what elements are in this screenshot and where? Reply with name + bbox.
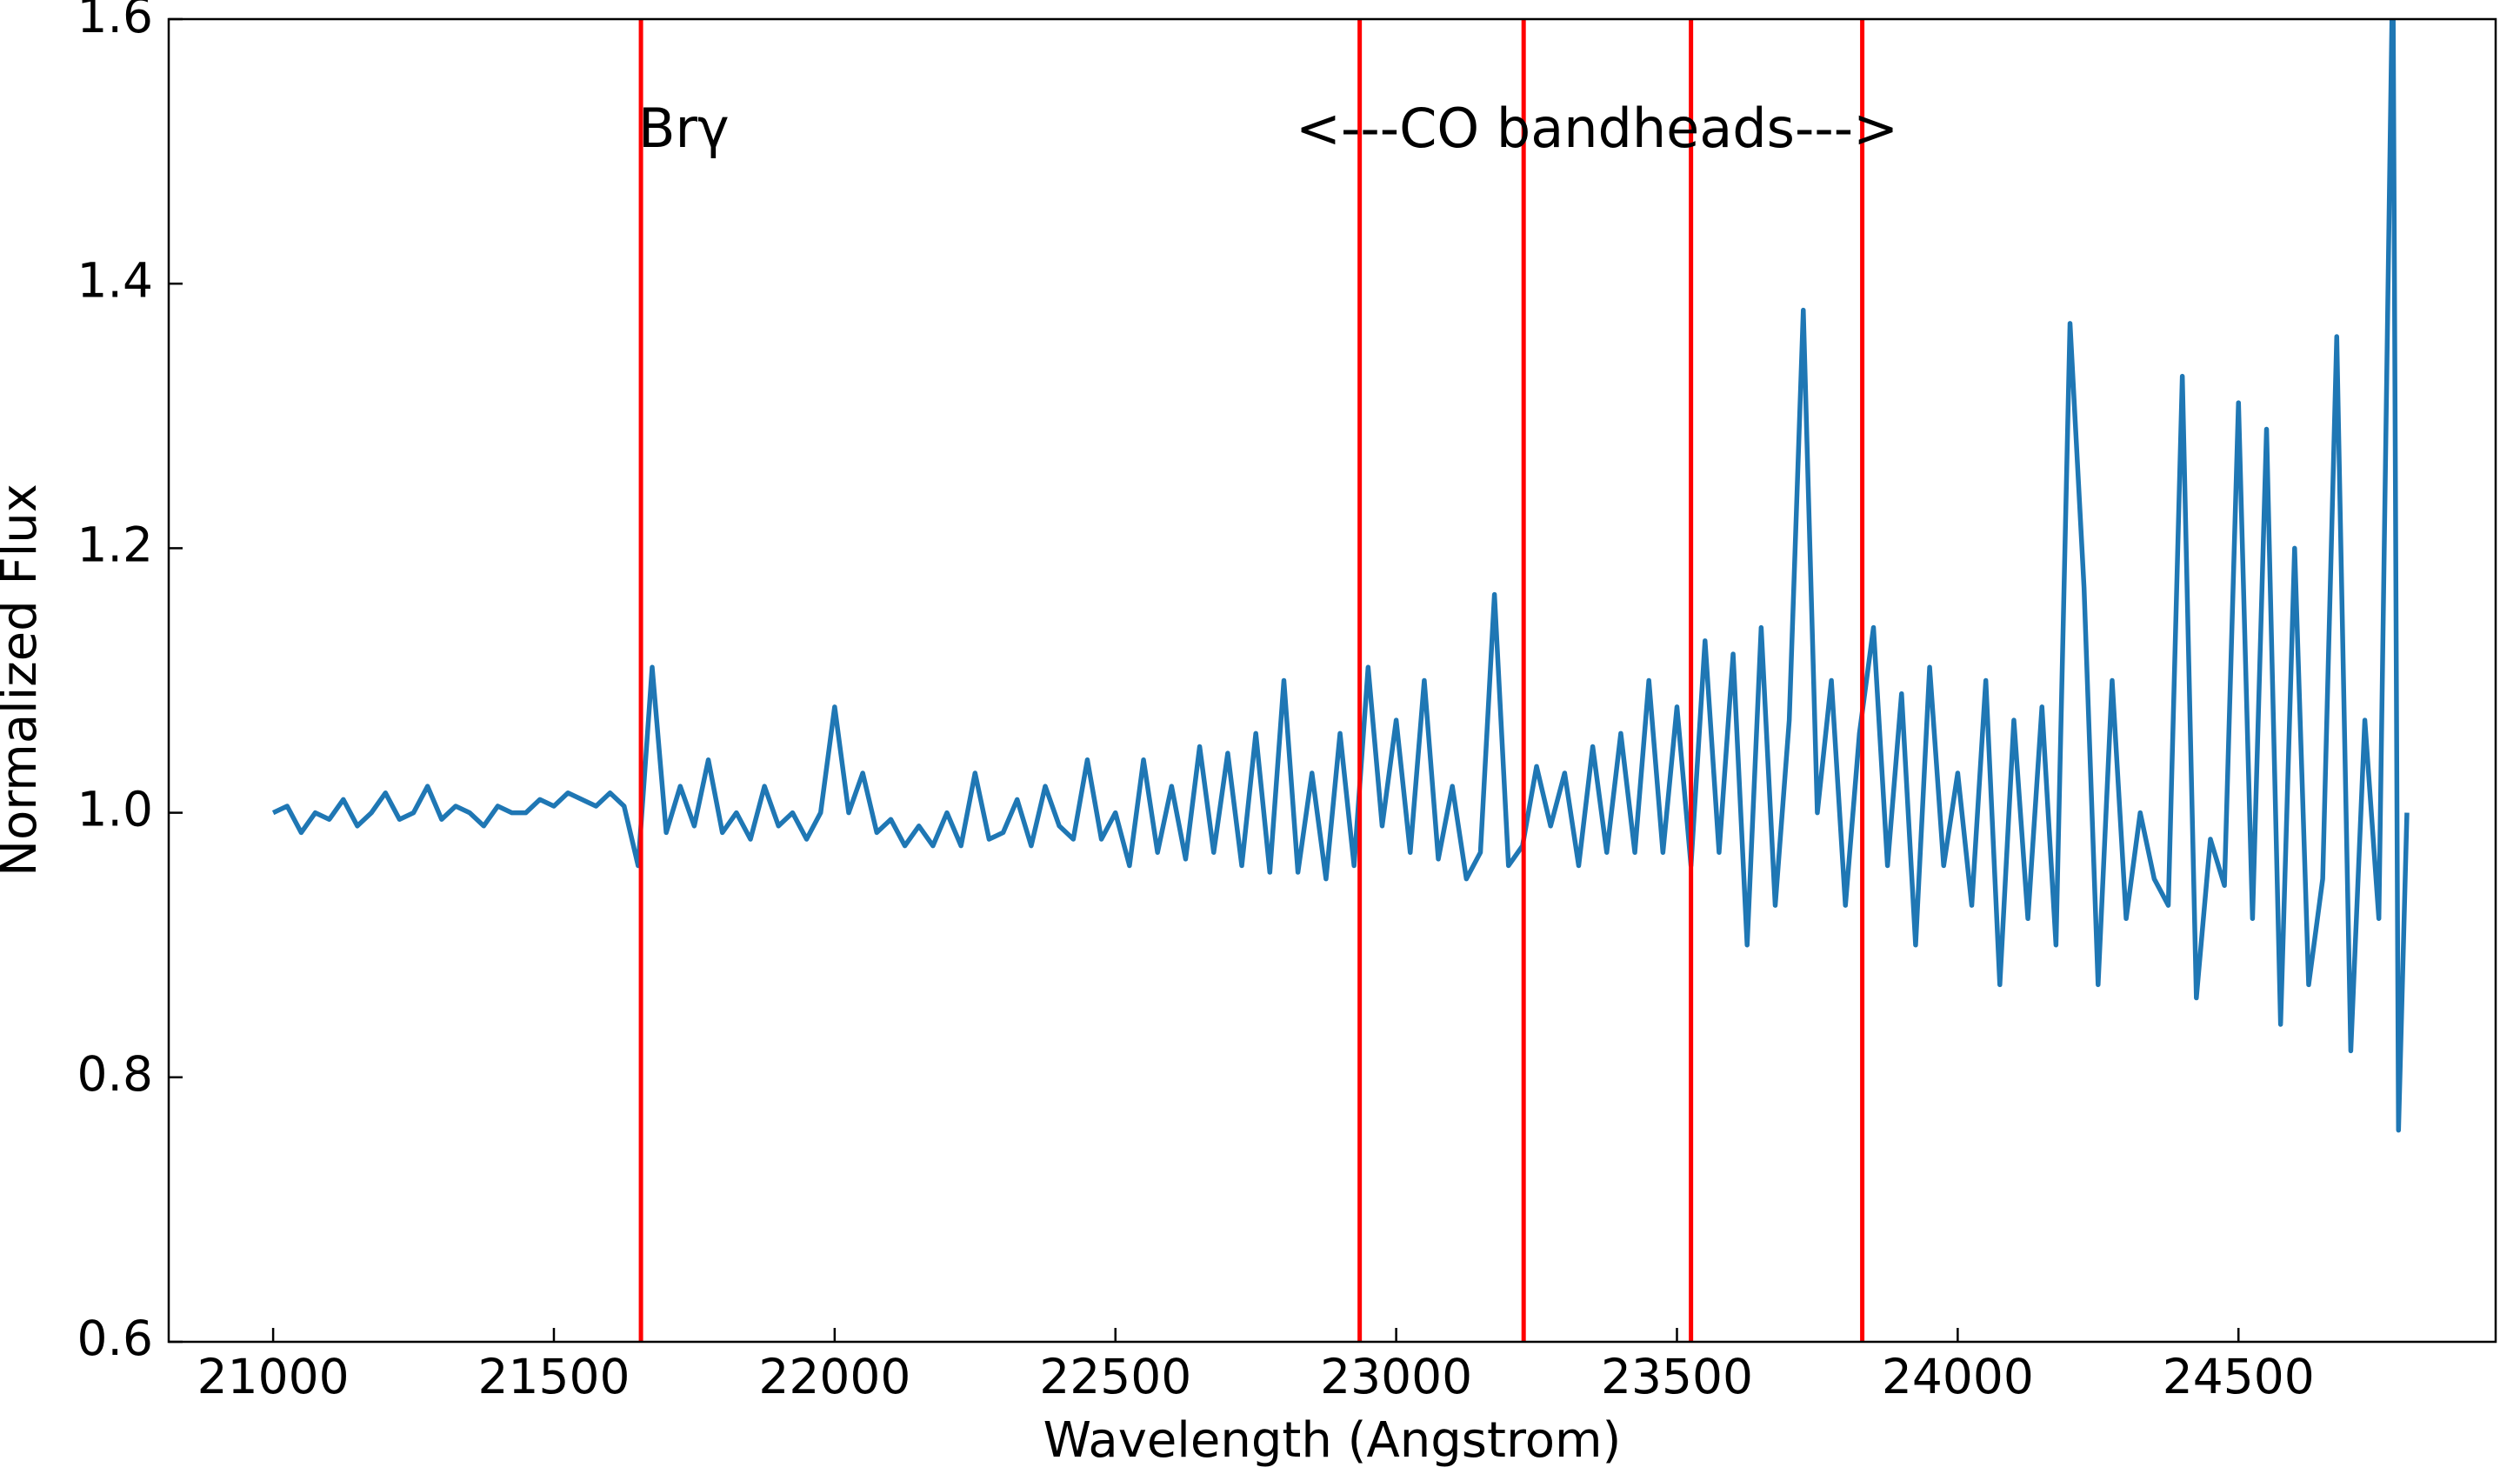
y-axis-label: Normalized Flux	[0, 484, 48, 877]
x-tick-label: 23000	[1320, 1349, 1472, 1404]
x-tick-label: 22500	[1039, 1349, 1191, 1404]
y-tick-label: 1.4	[77, 252, 153, 308]
x-tick-label: 24500	[2163, 1349, 2315, 1404]
x-tick-label: 21000	[197, 1349, 350, 1404]
y-tick-label: 0.6	[77, 1311, 153, 1366]
x-axis-label: Wavelength (Angstrom)	[1043, 1412, 1622, 1469]
plot-area	[271, 19, 2410, 1342]
x-tick-label: 22000	[758, 1349, 910, 1404]
annotation: <---CO bandheads--->	[1296, 97, 1898, 160]
x-tick-label: 24000	[1882, 1349, 2034, 1404]
x-tick-label: 23500	[1601, 1349, 1753, 1404]
plot-frame	[167, 17, 2497, 1344]
x-tick-label: 21500	[478, 1349, 630, 1404]
annotation: Brγ	[638, 97, 730, 160]
y-tick-label: 1.6	[77, 0, 153, 43]
y-tick-label: 1.2	[77, 517, 153, 573]
spectrum-line	[271, 19, 2410, 1133]
y-tick-label: 1.0	[77, 782, 153, 837]
y-tick-label: 0.8	[77, 1046, 153, 1102]
